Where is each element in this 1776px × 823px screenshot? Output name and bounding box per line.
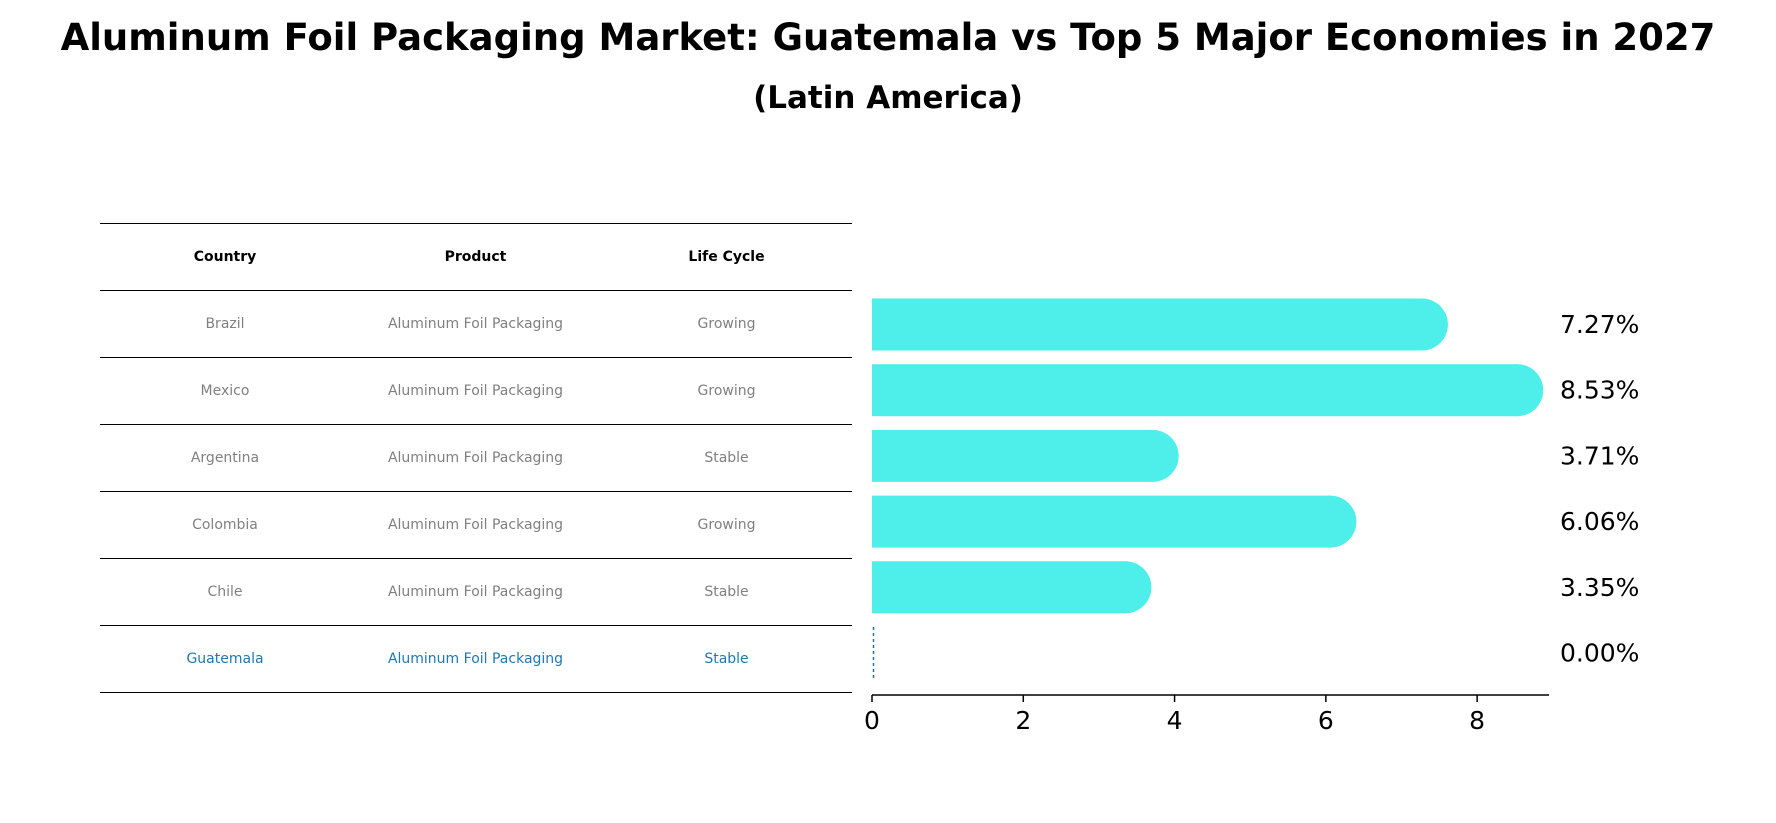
cell-life-cycle: Stable (601, 625, 852, 693)
x-tick-label: 0 (864, 706, 880, 735)
x-tick-label: 4 (1167, 706, 1183, 735)
value-label: 6.06% (1560, 507, 1639, 536)
table-header-row: Country Product Life Cycle (100, 223, 852, 291)
bar-end-cap (1395, 298, 1448, 351)
bar-end-cap (1304, 495, 1357, 548)
cell-country: Brazil (100, 290, 350, 358)
cell-product: Aluminum Foil Packaging (350, 290, 601, 358)
table-row: Chile Aluminum Foil Packaging Stable (100, 558, 852, 626)
header-country: Country (100, 223, 350, 291)
bar-body (872, 429, 1153, 482)
table-row-highlighted: Guatemala Aluminum Foil Packaging Stable (100, 625, 852, 693)
value-label: 3.71% (1560, 441, 1639, 470)
bar-brazil (872, 298, 1448, 351)
table-row: Argentina Aluminum Foil Packaging Stable (100, 424, 852, 492)
bar-body (872, 495, 1331, 548)
cell-life-cycle: Growing (601, 290, 852, 358)
bar-argentina (872, 429, 1179, 482)
cell-product: Aluminum Foil Packaging (350, 357, 601, 425)
cell-life-cycle: Stable (601, 424, 852, 492)
cell-product: Aluminum Foil Packaging (350, 625, 601, 693)
cell-product: Aluminum Foil Packaging (350, 491, 601, 559)
x-axis: 0 2 4 6 8 (864, 694, 1549, 735)
header-life-cycle: Life Cycle (601, 223, 852, 291)
bar-end-cap (1099, 561, 1152, 614)
bar-body (872, 561, 1126, 614)
cell-country: Colombia (100, 491, 350, 559)
bar-end-cap (1126, 429, 1179, 482)
x-tick-label: 8 (1469, 706, 1485, 735)
chart-subtitle: (Latin America) (753, 80, 1023, 116)
cell-life-cycle: Growing (601, 357, 852, 425)
cell-life-cycle: Growing (601, 491, 852, 559)
value-labels-layer: 7.27% 8.53% 3.71% 6.06% 3.35% 0.00% (1560, 310, 1639, 668)
market-table: Country Product Life Cycle Brazil Alumin… (100, 223, 852, 693)
header-product: Product (350, 223, 601, 291)
cell-country: Mexico (100, 357, 350, 425)
cell-product: Aluminum Foil Packaging (350, 424, 601, 492)
x-tick-label: 6 (1318, 706, 1334, 735)
bar-body (872, 364, 1518, 417)
bar-chile (872, 561, 1152, 614)
bar-mexico (872, 364, 1544, 417)
bar-colombia (872, 495, 1357, 548)
value-label: 3.35% (1560, 573, 1639, 602)
cell-country: Guatemala (100, 625, 350, 693)
bar-end-cap (1491, 364, 1544, 417)
bar-body (872, 298, 1422, 351)
table-row: Colombia Aluminum Foil Packaging Growing (100, 491, 852, 559)
value-label: 8.53% (1560, 376, 1639, 405)
value-label: 7.27% (1560, 310, 1639, 339)
bars-layer (872, 298, 1544, 679)
cell-country: Argentina (100, 424, 350, 492)
table-row: Brazil Aluminum Foil Packaging Growing (100, 290, 852, 358)
cell-country: Chile (100, 558, 350, 626)
cell-life-cycle: Stable (601, 558, 852, 626)
chart-title: Aluminum Foil Packaging Market: Guatemal… (60, 16, 1716, 59)
value-label: 0.00% (1560, 639, 1639, 668)
x-tick-label: 2 (1015, 706, 1031, 735)
table-row: Mexico Aluminum Foil Packaging Growing (100, 357, 852, 425)
